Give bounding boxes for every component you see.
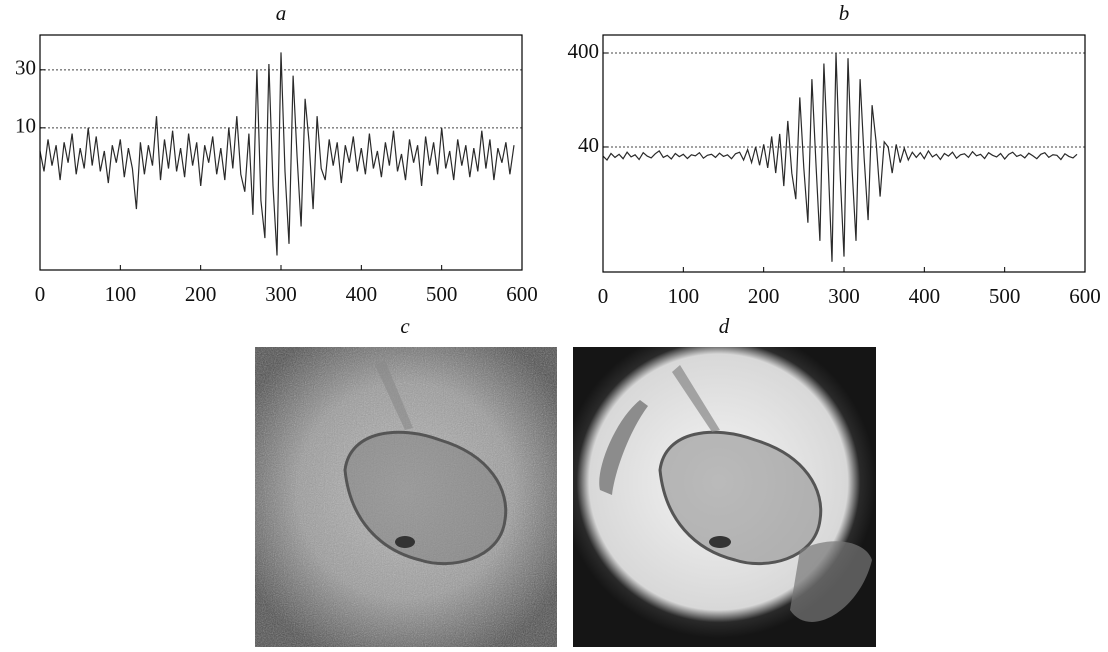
data-line: [39, 52, 515, 256]
x-tick-label: 600: [1069, 284, 1101, 308]
x-tick-label: 500: [989, 284, 1021, 308]
x-tick-label: 500: [426, 282, 458, 306]
x-tick-label: 0: [35, 282, 46, 306]
plot-frame: [39, 34, 523, 271]
x-tick-label: 0: [598, 284, 609, 308]
image-d: [573, 347, 876, 647]
plot-frame: [602, 34, 1086, 273]
data-line: [602, 52, 1078, 262]
chart-title: a: [276, 1, 287, 25]
x-tick-label: 400: [909, 284, 941, 308]
x-tick-label: 100: [105, 282, 137, 306]
panel-label: d: [719, 314, 730, 338]
image-c: [255, 347, 557, 647]
y-tick-label: 30: [15, 56, 36, 80]
x-tick-label: 200: [185, 282, 217, 306]
chart-title: b: [839, 1, 850, 25]
x-tick-label: 600: [506, 282, 538, 306]
x-tick-label: 400: [346, 282, 378, 306]
x-tick-label: 100: [668, 284, 700, 308]
x-tick-label: 200: [748, 284, 780, 308]
x-tick-label: 300: [828, 284, 860, 308]
y-tick-label: 40: [578, 133, 599, 157]
x-tick-label: 300: [265, 282, 297, 306]
y-tick-label: 400: [568, 39, 600, 63]
y-tick-label: 10: [15, 114, 36, 138]
panel-label: c: [400, 314, 410, 338]
